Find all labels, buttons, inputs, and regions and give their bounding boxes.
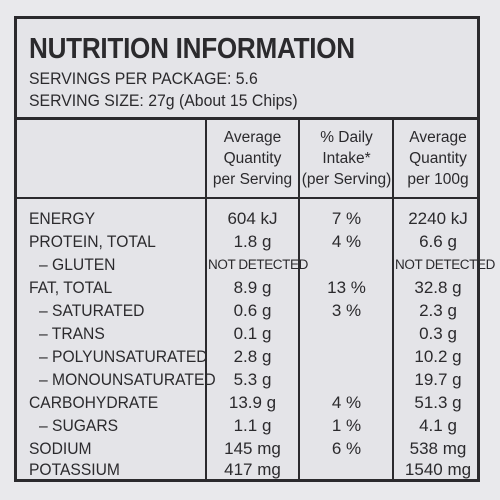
per-100g-value: 19.7 g: [414, 370, 462, 389]
daily-intake-value: 7 %: [331, 209, 362, 228]
column-header-line: (per Serving): [301, 171, 392, 188]
nutrient-label: – GLUTEN: [39, 255, 116, 274]
header-rule: [17, 117, 477, 120]
per-100g-value: 32.8 g: [414, 278, 462, 297]
nutrient-label: ENERGY: [29, 209, 96, 228]
nutrient-label: CARBOHYDRATE: [29, 393, 159, 412]
nutrient-label: – SATURATED: [39, 301, 145, 320]
column-header-per-serving: Average Quantity per Serving: [208, 127, 297, 190]
per-100g-value: NOT DETECTED: [395, 257, 495, 272]
per-serving-value: 417 mg: [224, 460, 281, 479]
table-row: – GLUTEN NOT DETECTED NOT DETECTED: [17, 253, 495, 276]
column-header-line: Average: [409, 129, 467, 146]
column-header-line: per Serving: [212, 171, 293, 188]
daily-intake-value: 6 %: [331, 439, 362, 458]
per-serving-value: NOT DETECTED: [208, 257, 308, 272]
nutrient-label: FAT, TOTAL: [29, 278, 113, 297]
per-100g-value: 6.6 g: [419, 232, 457, 251]
column-header-line: Intake*: [322, 150, 371, 167]
daily-intake-value: 4 %: [331, 232, 362, 251]
column-divider: [205, 119, 207, 479]
daily-intake-value: 1 %: [331, 416, 362, 435]
table-row: – POLYUNSATURATED 2.8 g 10.2 g: [17, 345, 477, 368]
nutrient-label: – POLYUNSATURATED: [39, 347, 208, 366]
table-row: PROTEIN, TOTAL 1.8 g 4 % 6.6 g: [17, 230, 477, 253]
column-header-line: % Daily: [320, 129, 373, 146]
per-100g-value: 538 mg: [409, 439, 467, 458]
nutrient-label: – MONOUNSATURATED: [39, 370, 216, 389]
panel-title: NUTRITION INFORMATION: [29, 33, 355, 65]
per-serving-value: 2.8 g: [233, 347, 272, 366]
table-row: – SUGARS 1.1 g 1 % 4.1 g: [17, 414, 477, 437]
column-header-per-100g: Average Quantity per 100g: [395, 127, 481, 190]
per-serving-value: 8.9 g: [233, 278, 272, 297]
table-row: – SATURATED 0.6 g 3 % 2.3 g: [17, 299, 477, 322]
column-header-line: per 100g: [407, 171, 469, 188]
serving-size: SERVING SIZE: 27g (About 15 Chips): [29, 91, 298, 110]
table-row: SODIUM 145 mg 6 % 538 mg: [17, 437, 477, 460]
per-serving-value: 13.9 g: [228, 393, 277, 412]
per-100g-value: 10.2 g: [414, 347, 462, 366]
per-100g-value: 0.3 g: [419, 324, 457, 343]
column-header-rule: [17, 197, 477, 199]
per-serving-value: 145 mg: [224, 439, 281, 458]
nutrient-label: – SUGARS: [39, 416, 119, 435]
per-serving-value: 1.8 g: [233, 232, 272, 251]
per-100g-value: 51.3 g: [414, 393, 462, 412]
table-row: CARBOHYDRATE 13.9 g 4 % 51.3 g: [17, 391, 477, 414]
per-serving-value: 0.1 g: [233, 324, 272, 343]
table-row: POTASSIUM 417 mg 1540 mg: [17, 458, 477, 481]
table-row: – MONOUNSATURATED 5.3 g 19.7 g: [17, 368, 477, 391]
daily-intake-value: 3 %: [331, 301, 362, 320]
column-header-line: Quantity: [409, 150, 467, 167]
table-row: – TRANS 0.1 g 0.3 g: [17, 322, 477, 345]
daily-intake-value: 13 %: [327, 278, 366, 297]
nutrient-label: – TRANS: [39, 324, 105, 343]
column-header-line: Average: [223, 129, 282, 146]
per-100g-value: 2.3 g: [419, 301, 457, 320]
column-header-line: Quantity: [223, 150, 282, 167]
servings-per-package: SERVINGS PER PACKAGE: 5.6: [29, 69, 258, 88]
nutrient-label: PROTEIN, TOTAL: [29, 232, 156, 251]
column-divider: [392, 119, 394, 479]
per-100g-value: 2240 kJ: [408, 209, 468, 228]
per-100g-value: 4.1 g: [419, 416, 457, 435]
column-divider: [298, 119, 300, 479]
per-100g-value: 1540 mg: [404, 460, 472, 479]
per-serving-value: 5.3 g: [233, 370, 272, 389]
per-serving-value: 604 kJ: [227, 209, 278, 228]
nutrient-label: POTASSIUM: [29, 460, 120, 479]
nutrition-panel: NUTRITION INFORMATION SERVINGS PER PACKA…: [14, 16, 495, 482]
table-row: ENERGY 604 kJ 7 % 2240 kJ: [17, 207, 477, 230]
daily-intake-value: 4 %: [331, 393, 362, 412]
table-row: FAT, TOTAL 8.9 g 13 % 32.8 g: [17, 276, 477, 299]
per-serving-value: 1.1 g: [233, 416, 272, 435]
column-header-daily-intake: % Daily Intake* (per Serving): [301, 127, 392, 190]
per-serving-value: 0.6 g: [233, 301, 272, 320]
nutrient-label: SODIUM: [29, 439, 92, 458]
